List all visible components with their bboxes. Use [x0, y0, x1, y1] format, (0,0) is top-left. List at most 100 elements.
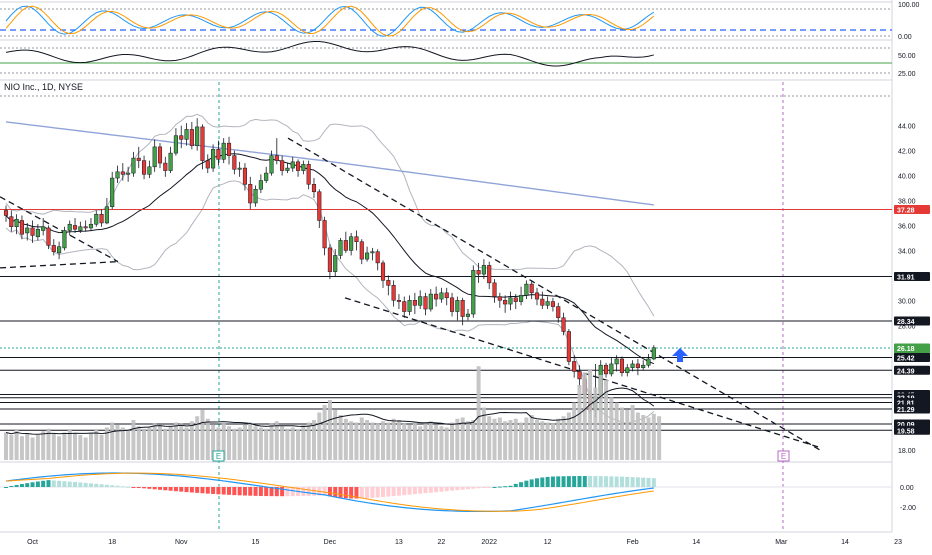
volume-bar [513, 418, 518, 460]
macd-histogram-bar [14, 484, 19, 487]
volume-bar [221, 423, 226, 460]
volume-bar [476, 366, 481, 460]
candle-body [614, 358, 619, 365]
price-badge [894, 204, 930, 214]
candle-body [630, 363, 635, 368]
candle-body [285, 167, 290, 171]
candle-body [179, 135, 184, 140]
macd-histogram-bar [290, 487, 295, 497]
candle-body [99, 213, 104, 224]
volume-bar [460, 417, 465, 460]
macd-histogram-bar [195, 487, 200, 493]
volume-bar [492, 418, 497, 460]
volume-bar [545, 422, 550, 460]
macd-histogram-bar [78, 482, 83, 487]
volume-bar [280, 426, 285, 460]
macd-histogram-bar [566, 476, 571, 487]
candle-body [359, 241, 364, 260]
volume-bar [556, 418, 561, 460]
candle-body [609, 363, 614, 375]
macd-histogram-bar [242, 487, 247, 496]
volume-bar [370, 422, 375, 460]
volume-bar [142, 428, 147, 460]
candle-body [25, 227, 30, 234]
candle-body [237, 167, 242, 170]
candle-body [481, 265, 486, 275]
macd-histogram-bar [285, 487, 290, 497]
macd-histogram-bar [333, 487, 338, 498]
macd-histogram-bar [418, 487, 423, 494]
candle-body [572, 361, 577, 372]
macd-histogram-bar [73, 482, 78, 487]
macd-histogram-bar [635, 477, 640, 487]
volume-bar [535, 420, 539, 460]
volume-bar [375, 423, 380, 460]
macd-histogram-bar [173, 487, 178, 492]
volume-bar [9, 435, 14, 460]
macd-histogram-bar [577, 476, 582, 487]
candle-body [9, 216, 14, 227]
candle-body [306, 164, 311, 185]
candle-body [529, 283, 534, 294]
macd-histogram-bar [301, 487, 306, 496]
macd-histogram-bar [115, 485, 120, 487]
macd-histogram-bar [211, 487, 216, 494]
volume-bar [88, 432, 93, 460]
price-tick-label: 30.00 [898, 298, 916, 305]
volume-bar [173, 422, 178, 460]
candle-body [136, 157, 141, 161]
volume-bar [322, 405, 327, 460]
macd-histogram-bar [609, 476, 614, 487]
volume-bar [200, 410, 205, 460]
volume-bar [62, 432, 67, 460]
macd-histogram-bar [136, 487, 141, 488]
candle-body [311, 184, 317, 193]
macd-histogram-bar [471, 487, 476, 489]
macd-line [5, 472, 654, 513]
candle-body [407, 300, 412, 312]
volume-bar [354, 422, 359, 460]
candle-body [396, 300, 401, 302]
macd-histogram-bar [311, 487, 316, 496]
volume-bar [625, 410, 630, 460]
time-tick-label: 12 [544, 539, 552, 546]
volume-bar [619, 407, 624, 460]
time-tick-label: Nov [175, 539, 188, 546]
volume-bar [465, 421, 470, 460]
volume-bar [572, 402, 577, 460]
volume-bar [311, 420, 316, 460]
candle-body [280, 160, 285, 171]
volume-bar [519, 422, 524, 460]
candle-body [465, 313, 471, 317]
candle-body [434, 293, 439, 300]
up-arrow-icon [672, 348, 688, 362]
candle-body [423, 296, 428, 310]
macd-histogram-bar [269, 487, 274, 497]
volume-bar [83, 437, 88, 460]
price-badge-label: 21.29 [897, 407, 915, 414]
volume-bar [195, 416, 200, 460]
candle-body [391, 285, 396, 301]
volume-bar [423, 423, 428, 460]
volume-bar [524, 417, 529, 460]
candle-body [455, 300, 460, 312]
candle-body [264, 172, 269, 181]
macd-histogram-bar [354, 487, 359, 499]
volume-bar [290, 427, 295, 460]
candle-body [104, 206, 109, 224]
price-badge-label: 37.28 [897, 207, 915, 214]
volume-bar [561, 416, 566, 460]
macd-histogram-bar [492, 486, 497, 488]
candle-body [131, 157, 136, 174]
volume-bar [296, 430, 301, 460]
candle-body [173, 135, 178, 154]
candle-body [449, 297, 455, 312]
volume-bar [301, 425, 306, 460]
candle-body [487, 265, 492, 284]
macd-histogram-bar [545, 476, 550, 487]
macd-histogram-bar [381, 487, 386, 497]
macd-histogram-bar [370, 487, 375, 498]
candle-body [147, 166, 152, 175]
